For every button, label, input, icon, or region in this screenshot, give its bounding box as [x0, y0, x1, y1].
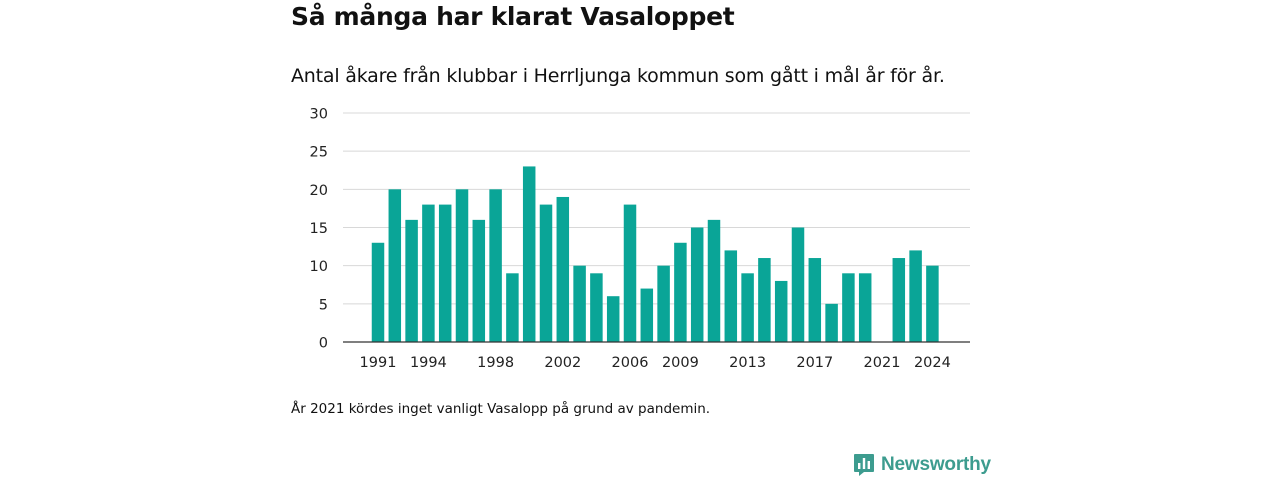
bar [707, 219, 721, 342]
bar [573, 265, 586, 342]
bar [858, 273, 872, 342]
bar [405, 219, 418, 342]
bar [758, 258, 771, 342]
x-tick-label: 2013 [729, 355, 766, 371]
newsworthy-logo: Newsworthy [853, 453, 991, 477]
bar [674, 242, 687, 342]
bar [690, 227, 704, 342]
y-tick-label: 15 [310, 221, 328, 237]
x-tick-label: 1991 [360, 355, 397, 371]
y-tick-label: 25 [310, 145, 328, 161]
x-tick-label: 2009 [662, 355, 699, 371]
footnote: År 2021 kördes inget vanligt Vasalopp på… [291, 401, 711, 417]
y-tick-label: 20 [310, 183, 328, 199]
chart-subtitle: Antal åkare från klubbar i Herrljunga ko… [291, 65, 945, 87]
y-tick-label: 0 [319, 336, 328, 352]
bar [539, 204, 553, 342]
bar [926, 265, 939, 342]
x-tick-label: 1998 [477, 355, 514, 371]
bar [371, 242, 385, 342]
newsworthy-chart-bubble-icon [854, 454, 874, 476]
bar [556, 196, 570, 342]
bar [808, 258, 822, 342]
bar [522, 166, 536, 342]
x-tick-label: 2006 [612, 355, 649, 371]
chart-title: Så många har klarat Vasaloppet [291, 2, 735, 31]
bar [506, 273, 519, 342]
bar [590, 273, 603, 342]
bar [606, 296, 620, 342]
bar [455, 189, 469, 342]
x-tick-label: 1994 [410, 355, 447, 371]
bar [388, 189, 402, 342]
bar-chart: 0 5 10 15 20 25 30 1991 1994 1998 2002 2006 2009 2013… [310, 107, 970, 371]
bar [892, 258, 906, 342]
x-tick-label: 2024 [914, 355, 951, 371]
bar [724, 250, 738, 342]
y-tick-label: 10 [310, 259, 328, 275]
bar [825, 303, 838, 342]
bar [741, 273, 754, 342]
bar [842, 273, 855, 342]
y-tick-label: 5 [319, 297, 328, 313]
bar [657, 265, 670, 342]
x-tick-label: 2017 [796, 355, 833, 371]
bar [422, 204, 435, 342]
bar [623, 204, 637, 342]
bar [472, 219, 486, 342]
bar [438, 204, 452, 342]
bar [640, 288, 654, 342]
y-tick-label: 30 [310, 107, 328, 123]
brand-name: Newsworthy [881, 454, 991, 475]
bar [774, 280, 788, 342]
bar [791, 227, 805, 342]
x-tick-label: 2002 [544, 355, 581, 371]
x-tick-label: 2021 [864, 355, 901, 371]
bar [909, 250, 922, 342]
bar [489, 189, 502, 342]
